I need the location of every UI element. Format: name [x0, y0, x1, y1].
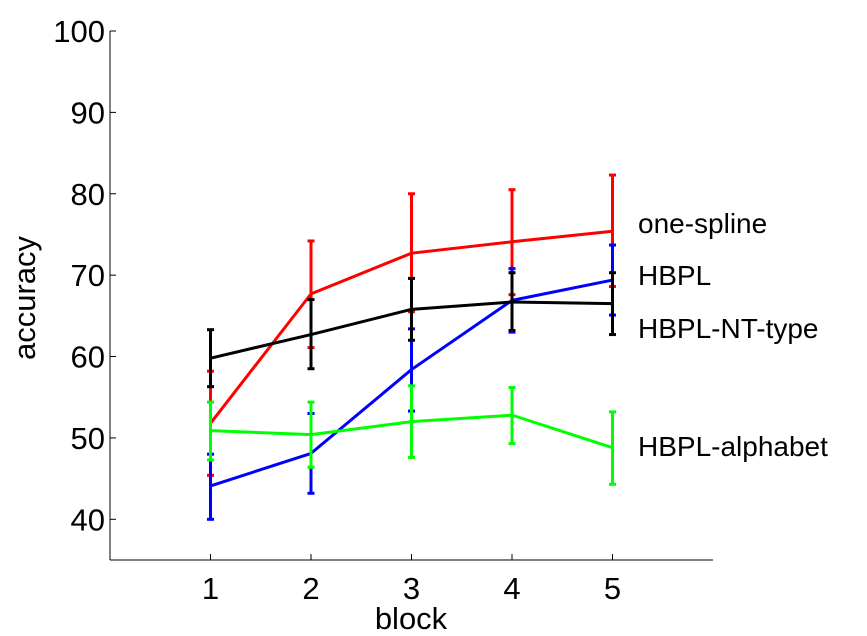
x-tick-label: 1	[202, 571, 219, 606]
series-layer	[207, 173, 616, 521]
y-axis-label: accuracy	[7, 235, 42, 360]
x-tick-label: 3	[403, 571, 420, 606]
series-label: one-spline	[638, 208, 767, 239]
y-tick-label: 90	[71, 95, 105, 130]
x-tick-label: 5	[604, 571, 621, 606]
series-label: HBPL-alphabet	[638, 431, 828, 462]
y-tick-label: 40	[71, 502, 105, 537]
y-tick-label: 70	[71, 258, 105, 293]
x-tick-label: 2	[302, 571, 319, 606]
series-HBPL-alphabet	[207, 384, 616, 486]
y-tick-label: 100	[53, 14, 105, 49]
axes: 40 50 60 70 80 90 100 1 2 3 4 5	[53, 14, 713, 606]
y-tick-label: 60	[71, 340, 105, 375]
labels-layer: one-spline HBPL HBPL-NT-type HBPL-alphabet	[638, 208, 828, 462]
series-HBPL-NT-type	[207, 271, 616, 389]
x-axis-label: block	[375, 601, 448, 636]
y-tick-label: 50	[71, 421, 105, 456]
x-tick-label: 4	[503, 571, 520, 606]
series-label: HBPL-NT-type	[638, 313, 819, 344]
y-tick-label: 80	[71, 177, 105, 212]
series-label: HBPL	[638, 260, 711, 291]
